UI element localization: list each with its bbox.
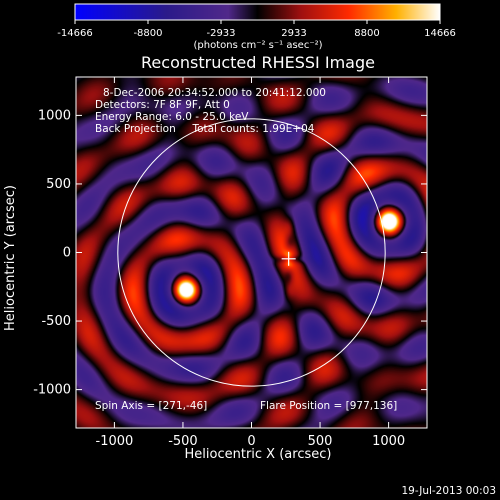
- flare-position-label: Flare Position = [977,136]: [260, 400, 397, 412]
- y-tick-label: 0: [63, 246, 71, 261]
- x-tick-label: 1000: [372, 434, 405, 449]
- chart-title: Reconstructed RHESSI Image: [141, 53, 375, 72]
- y-axis-label: Heliocentric Y (arcsec): [3, 185, 18, 331]
- spin-axis-label: Spin Axis = [271,-46]: [95, 400, 207, 412]
- colorbar-gradient: [74, 3, 441, 21]
- y-tick-label: 500: [46, 177, 71, 192]
- colorbar: -14666 -8800 -2933 2933 8800 14666 (photons c…: [57, 3, 456, 51]
- annotation-detectors: Detectors: 7F 8F 9F, Att 0: [95, 99, 230, 111]
- plot-area: -1000 -500 0 500 1000 -1000 -500 0 500 1000: [33, 76, 428, 449]
- colorbar-tick-label: -8800: [133, 28, 162, 39]
- colorbar-tick-label: -2933: [206, 28, 235, 39]
- x-axis-label: Heliocentric X (arcsec): [185, 447, 332, 462]
- x-tick-label: 500: [308, 434, 333, 449]
- colorbar-tick-label: 2933: [281, 28, 306, 39]
- solar-limb: [117, 118, 386, 387]
- annotation-energy: Energy Range: 6.0 - 25.0 keV: [95, 111, 249, 123]
- x-tick-label: -500: [168, 434, 198, 449]
- annotation-time-range: 8-Dec-2006 20:34:52.000 to 20:41:12.000: [103, 87, 326, 99]
- annotation-method: Back Projection Total counts: 1.99E+04: [95, 123, 315, 135]
- y-tick-label: -1000: [33, 383, 71, 398]
- colorbar-tick-label: 8800: [354, 28, 379, 39]
- heatmap-image: [76, 77, 427, 428]
- x-tick-label: 0: [247, 434, 255, 449]
- colorbar-tick-label: -14666: [57, 28, 92, 39]
- y-tick-label: 1000: [38, 108, 71, 123]
- colorbar-tick-label: 14666: [424, 28, 456, 39]
- colorbar-ticks: -14666 -8800 -2933 2933 8800 14666: [57, 20, 456, 39]
- x-tick-label: -1000: [96, 434, 134, 449]
- footer-timestamp: 19-Jul-2013 00:03: [401, 485, 496, 497]
- image-layer: [76, 77, 427, 428]
- colorbar-unit-label: (photons cm⁻² s⁻¹ asec⁻²): [193, 40, 322, 51]
- y-tick-label: -500: [41, 314, 71, 329]
- axis-ticks: -1000 -500 0 500 1000 -1000 -500 0 500 1000: [33, 77, 427, 449]
